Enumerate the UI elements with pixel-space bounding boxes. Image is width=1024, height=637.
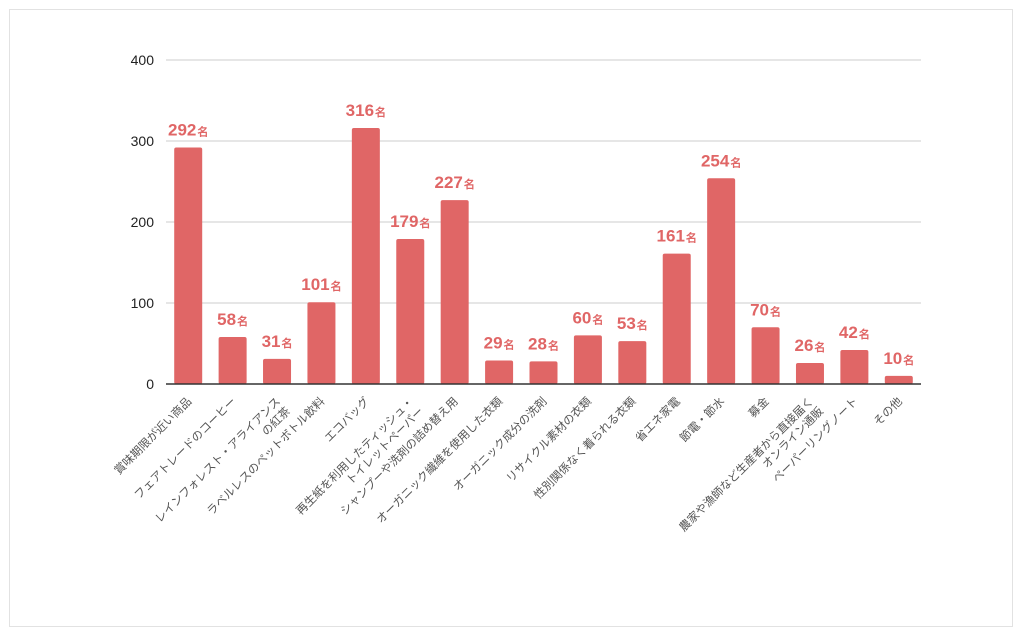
data-label: 161名 [657,227,697,246]
x-tick-label: その他 [871,394,906,429]
y-tick-label: 400 [131,52,155,68]
data-label-unit: 名 [686,231,697,245]
bar [351,128,380,384]
bar [884,375,913,384]
data-label: 70名 [750,300,781,319]
data-label: 28名 [528,334,559,353]
data-label: 53名 [617,314,648,333]
bar [396,239,425,384]
y-tick-label: 100 [131,295,155,311]
data-label-value: 60 [572,308,591,327]
data-label-value: 254 [701,151,730,170]
bar [529,361,558,384]
bar [174,147,203,384]
data-label-unit: 名 [237,314,248,328]
bar-chart: 0100200300400292名賞味期限が近い商品58名フェアトレードのコーヒ… [111,52,921,534]
data-label-unit: 名 [375,105,386,119]
data-label-unit: 名 [281,336,292,350]
data-label-unit: 名 [903,353,914,367]
x-tick-label: 節電・節水 [677,394,728,445]
data-label: 60名 [572,308,603,327]
x-tick-label-line: 省エネ家電 [632,394,683,445]
data-label-unit: 名 [814,340,825,354]
data-label-value: 292 [168,120,196,139]
data-label-value: 161 [657,227,685,246]
data-label: 29名 [484,334,515,353]
data-label-unit: 名 [770,304,781,318]
data-label: 254名 [701,151,741,170]
y-tick-label: 200 [131,214,155,230]
data-label-value: 70 [750,300,769,319]
data-label-unit: 名 [331,279,342,293]
data-label: 10名 [883,349,914,368]
x-tick-label: リサイクル素材の衣類 [503,394,594,485]
data-label: 227名 [434,173,474,192]
x-tick-label-line: リサイクル素材の衣類 [503,394,594,485]
data-label-value: 58 [217,310,236,329]
data-label-value: 31 [262,332,281,351]
data-label-value: 101 [301,275,329,294]
y-tick-label: 0 [146,376,154,392]
data-label-value: 42 [839,323,858,342]
bar [751,327,780,384]
data-label-value: 26 [795,336,814,355]
x-tick-label: 募金 [746,394,773,421]
data-label-value: 10 [883,349,902,368]
data-label-unit: 名 [637,318,648,332]
x-tick-label: 賞味期限が近い商品 [111,394,194,477]
data-label-unit: 名 [464,177,475,191]
x-tick-label-line: 募金 [746,394,773,421]
bar [618,341,647,384]
bar [707,178,736,384]
data-label: 26名 [795,336,826,355]
chart-card: 0 100 200 300 400 292名 賞味期限が近い商品 58名 フェアトレードのコーヒ… [9,9,1013,627]
bar [840,349,869,384]
data-label-value: 28 [528,334,547,353]
x-tick-label: 省エネ家電 [632,394,683,445]
data-label-unit: 名 [504,338,515,352]
data-label-unit: 名 [419,216,430,230]
data-label-value: 316 [346,101,374,120]
data-label: 101名 [301,275,341,294]
data-label: 31名 [262,332,293,351]
data-label: 58名 [217,310,248,329]
x-tick-label-line: 賞味期限が近い商品 [111,394,194,477]
data-label-unit: 名 [730,155,741,169]
bar [662,253,691,384]
bar [263,358,292,384]
data-label-value: 179 [390,212,418,231]
data-label: 316名 [346,101,386,120]
data-label-unit: 名 [548,338,559,352]
x-tick-label-line: その他 [871,394,906,429]
data-label-unit: 名 [592,312,603,326]
data-label-unit: 名 [197,124,208,138]
bar [440,200,469,384]
bar [485,360,514,384]
data-label: 42名 [839,323,870,342]
data-label-value: 29 [484,334,503,353]
data-label-unit: 名 [859,327,870,341]
y-tick-label: 300 [131,133,155,149]
data-label-value: 227 [434,173,462,192]
data-label: 179名 [390,212,430,231]
bar [573,335,602,384]
bar [307,302,336,384]
data-label-value: 53 [617,314,636,333]
x-tick-label-line: 節電・節水 [677,394,728,445]
bar [795,362,824,384]
data-label: 292名 [168,120,208,139]
bar [218,337,247,384]
